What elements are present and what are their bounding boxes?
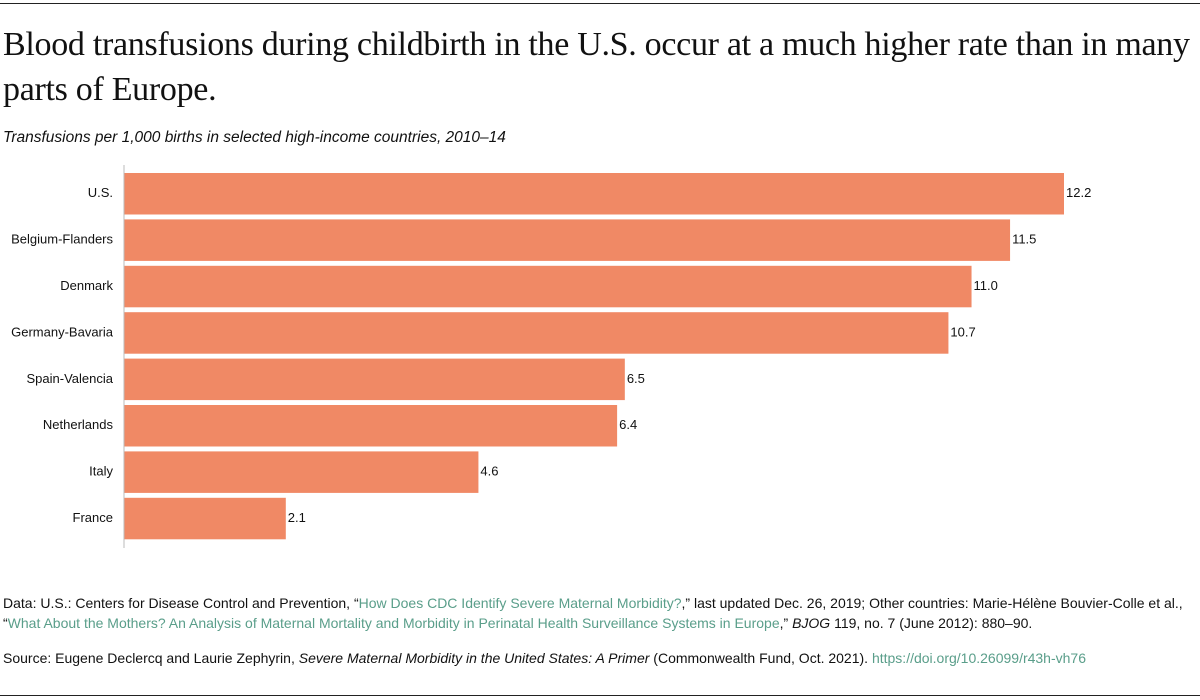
bar [124,219,1011,261]
chart-subtitle: Transfusions per 1,000 births in selecte… [3,129,506,146]
note-text: Data: U.S.: Centers for Disease Control … [3,595,359,611]
bar [124,405,618,447]
bar [124,451,479,493]
source-text: Source: Eugene Declercq and Laurie Zephy… [3,650,299,666]
value-label: 2.1 [288,510,306,525]
category-label: France [73,510,113,525]
source-link[interactable]: https://doi.org/10.26099/r43h-vh76 [871,650,1086,666]
note-link[interactable]: How Does CDC Identify Severe Maternal Mo… [358,595,682,611]
value-label: 11.0 [974,278,998,293]
data-note: Data: U.S.: Centers for Disease Control … [3,593,1195,633]
value-label: 6.4 [619,417,637,432]
chart-title: Blood transfusions during childbirth in … [3,26,1190,108]
value-label: 12.2 [1066,185,1091,200]
note-text: BJOG [792,615,831,631]
bar [124,173,1064,215]
note-link[interactable]: What About the Mothers? An Analysis of M… [7,615,780,631]
category-label: Netherlands [43,417,114,432]
value-label: 6.5 [627,371,645,386]
source-note: Source: Eugene Declercq and Laurie Zephy… [3,648,1195,668]
source-text: (Commonwealth Fund, Oct. 2021). [649,650,872,666]
bar [124,497,286,540]
category-label: Belgium-Flanders [11,232,113,247]
bar [124,358,625,401]
source-text: Severe Maternal Morbidity in the United … [298,650,650,666]
category-label: Italy [89,464,113,479]
bar [124,312,949,354]
top-rule [0,3,1200,4]
category-label: Germany-Bavaria [11,324,114,339]
value-label: 4.6 [480,464,498,479]
category-label: Denmark [60,278,113,293]
category-label: U.S. [88,185,113,200]
value-label: 10.7 [950,324,975,339]
note-text: ,” last updated Dec. 26, 2019; Other cou… [3,595,1183,631]
bar [124,265,972,308]
note-text: ,” [779,615,793,631]
category-label: Spain-Valencia [27,371,114,386]
value-label: 11.5 [1012,232,1036,247]
bottom-rule [0,695,1200,696]
note-text: 119, no. 7 (June 2012): 880–90. [830,615,1033,631]
